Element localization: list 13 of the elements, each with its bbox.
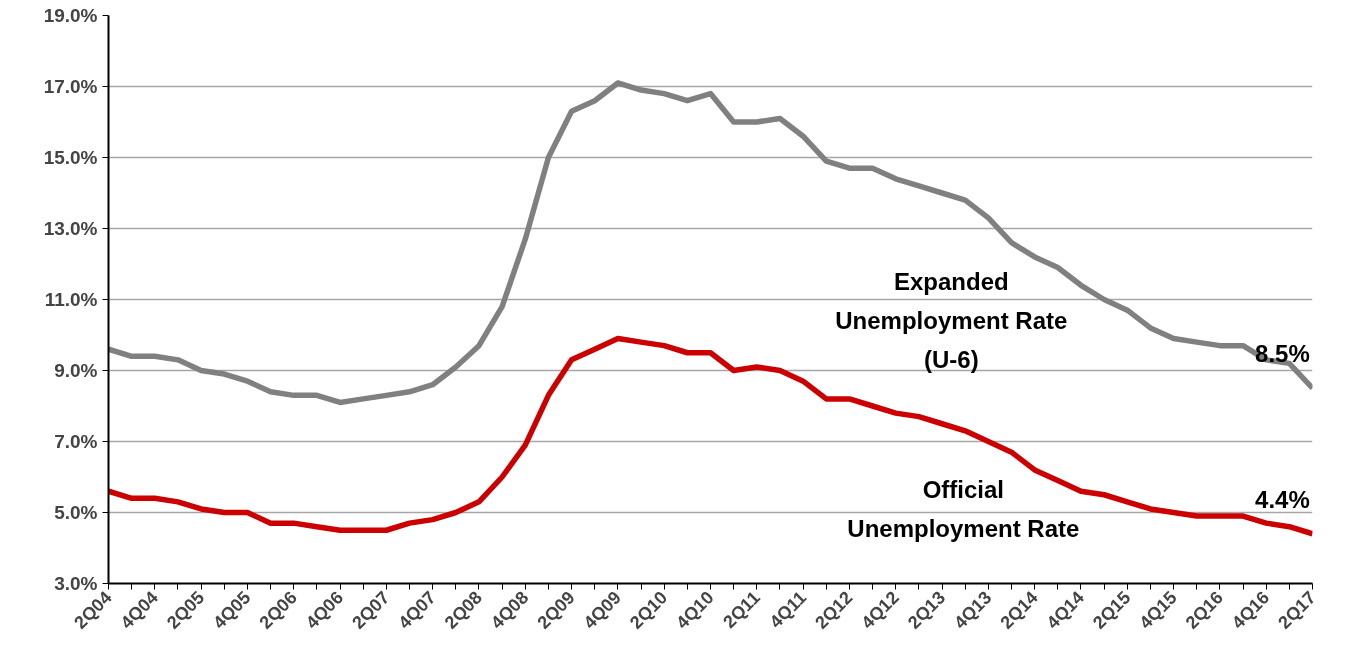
y-tick-label: 15.0%: [43, 147, 98, 168]
y-tick-label: 9.0%: [54, 360, 98, 381]
series-label: Expanded Unemployment Rate (U-6): [835, 267, 1068, 373]
y-tick-label: 11.0%: [44, 289, 98, 310]
data-label: 8.5%: [1255, 339, 1310, 367]
y-tick-label: 5.0%: [54, 502, 98, 523]
y-tick-label: 19.0%: [43, 5, 98, 26]
data-label: 4.4%: [1255, 485, 1310, 513]
y-tick-label: 3.0%: [54, 573, 98, 594]
y-tick-label: 13.0%: [43, 218, 98, 239]
y-tick-label: 7.0%: [54, 431, 98, 452]
y-tick-label: 17.0%: [43, 76, 98, 97]
series-label: Official Unemployment Rate: [847, 475, 1080, 542]
